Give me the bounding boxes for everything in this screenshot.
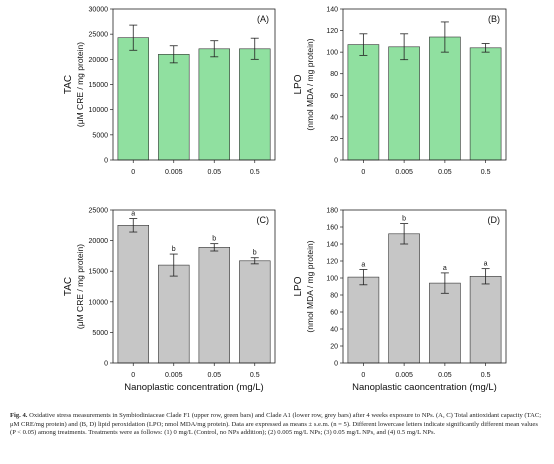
y-tick-label: 15000	[89, 269, 109, 276]
x-tick-label: 0.05	[207, 372, 221, 379]
bar	[469, 47, 502, 161]
chart-panel-a: 0 0.005 0.05 0.5 0 5000 10000 15000 20000 25000 30…	[63, 7, 276, 176]
y-tick-label: 160	[326, 225, 338, 232]
y-tick-label: 5000	[92, 132, 108, 139]
x-tick-label: 0.5	[481, 169, 491, 176]
y-tick-label: 20000	[89, 238, 109, 245]
y-tick-label: 20000	[89, 57, 109, 64]
bar	[158, 264, 190, 364]
x-tick-label: 0.05	[207, 169, 221, 176]
panel-label: (B)	[488, 14, 500, 24]
y-tick-label: 0	[334, 158, 338, 165]
y-tick-label: 60	[330, 93, 338, 100]
x-axis-title: Nanoplastic concentration (mg/L)	[124, 382, 263, 393]
x-tick-label: 0	[131, 169, 135, 176]
bar	[239, 48, 271, 161]
significance-letter: a	[484, 261, 488, 268]
y-axis-title: TAC	[63, 277, 74, 296]
x-tick-label: 0.5	[250, 169, 260, 176]
y-tick-label: 0	[334, 361, 338, 368]
bar	[347, 44, 380, 161]
bar	[388, 46, 420, 161]
significance-letter: a	[443, 265, 447, 272]
y-tick-label: 100	[326, 276, 338, 283]
significance-letter: a	[361, 262, 365, 269]
y-axis-subtitle: (μM CRE / mg protein)	[75, 244, 85, 329]
x-tick-label: 0	[361, 169, 365, 176]
y-tick-label: 25000	[89, 208, 109, 215]
y-tick-label: 30000	[89, 7, 109, 14]
significance-letter: b	[253, 250, 257, 257]
y-tick-label: 140	[326, 7, 338, 14]
bar	[198, 48, 230, 161]
plot-frame	[112, 209, 276, 364]
plot-frame	[342, 209, 507, 364]
bar	[198, 247, 230, 364]
y-tick-label: 25000	[89, 32, 109, 39]
y-tick-label: 180	[326, 208, 338, 215]
caption-label: Fig. 4.	[10, 412, 28, 419]
y-tick-label: 10000	[89, 299, 109, 306]
bar	[388, 233, 420, 364]
x-tick-label: 0	[361, 372, 365, 379]
x-tick-label: 0	[131, 372, 135, 379]
y-tick-label: 20	[330, 136, 338, 143]
x-tick-label: 0.005	[165, 169, 183, 176]
x-tick-label: 0.005	[165, 372, 183, 379]
significance-letter: b	[212, 236, 216, 243]
y-tick-label: 100	[326, 50, 338, 57]
y-axis-title: LPO	[293, 74, 304, 94]
x-tick-label: 0.5	[250, 372, 260, 379]
y-tick-label: 0	[104, 158, 108, 165]
y-tick-label: 10000	[89, 107, 109, 114]
y-tick-label: 40	[330, 327, 338, 334]
chart-panel-d: a 0 b 0.005 a 0.05 a 0.5 0 20 40 60 80 100 120 140 160 18…	[293, 208, 507, 393]
y-tick-label: 80	[330, 293, 338, 300]
y-tick-label: 140	[326, 242, 338, 249]
panel-label: (D)	[488, 215, 501, 225]
significance-letter: b	[402, 216, 406, 223]
x-axis-title: Nanoplastic caoncentration (mg/L)	[352, 382, 497, 393]
y-tick-label: 40	[330, 114, 338, 121]
panel-label: (A)	[257, 14, 269, 24]
bar	[158, 53, 190, 161]
y-axis-subtitle: (nmol MDA / mg protein)	[305, 240, 315, 332]
x-tick-label: 0.005	[395, 169, 413, 176]
significance-letter: a	[131, 211, 135, 218]
chart-panel-c: a 0 b 0.005 b 0.05 b 0.5 0 5000 10000 15000 20000 250…	[63, 208, 276, 393]
x-tick-label: 0.05	[438, 372, 452, 379]
y-tick-label: 120	[326, 259, 338, 266]
plot-frame	[342, 8, 507, 161]
figure-caption: Fig. 4. Oxidative stress measurements in…	[10, 412, 544, 438]
y-tick-label: 80	[330, 71, 338, 78]
bar	[429, 36, 461, 161]
y-axis-title: LPO	[293, 276, 304, 296]
y-tick-label: 5000	[92, 330, 108, 337]
panel-label: (C)	[257, 215, 270, 225]
y-axis-subtitle: (nmol MDA / mg protein)	[305, 38, 315, 130]
bar	[117, 225, 150, 364]
bar	[239, 260, 271, 364]
y-tick-label: 120	[326, 28, 338, 35]
bar	[469, 275, 502, 364]
x-tick-label: 0.05	[438, 169, 452, 176]
y-tick-label: 15000	[89, 82, 109, 89]
y-axis-subtitle: (μM CRE / mg protein)	[75, 42, 85, 127]
y-axis-title: TAC	[63, 75, 74, 94]
y-tick-label: 0	[104, 361, 108, 368]
y-tick-label: 60	[330, 310, 338, 317]
chart-panel-b: 0 0.005 0.05 0.5 0 20 40 60 80 100 120 140 (B) LPO (nm…	[293, 7, 507, 176]
caption-text: Oxidative stress measurements in Symbiod…	[10, 412, 542, 437]
bar	[429, 282, 461, 364]
y-tick-label: 20	[330, 344, 338, 351]
bar	[117, 37, 150, 161]
bar	[347, 276, 380, 364]
significance-letter: b	[172, 246, 176, 253]
x-tick-label: 0.5	[481, 372, 491, 379]
x-tick-label: 0.005	[395, 372, 413, 379]
